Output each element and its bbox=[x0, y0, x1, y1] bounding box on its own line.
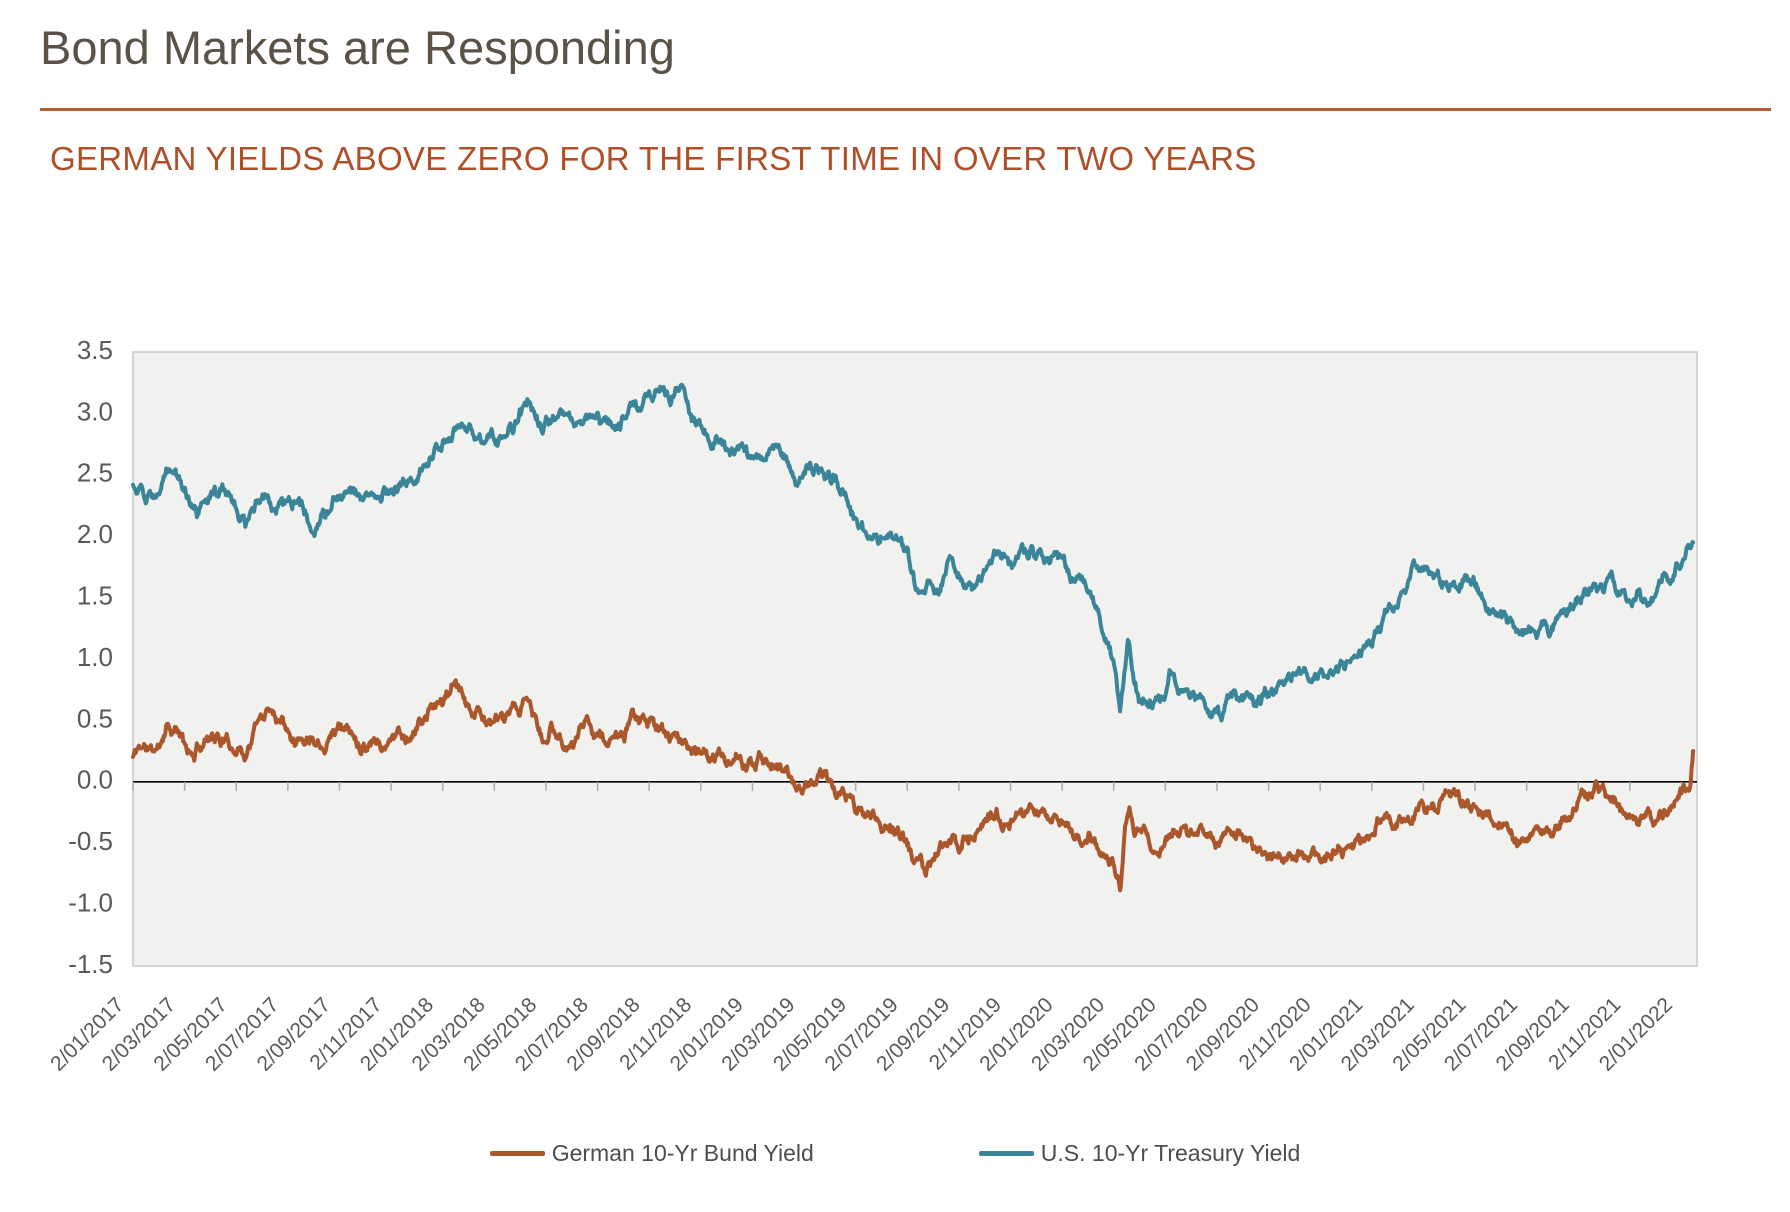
plot-area bbox=[132, 351, 1698, 967]
legend-swatch-us-line bbox=[978, 1151, 1034, 1156]
page-title: Bond Markets are Responding bbox=[40, 21, 675, 74]
y-axis-label: -0.5 bbox=[68, 826, 113, 856]
legend-label-us: U.S. 10-Yr Treasury Yield bbox=[1040, 1140, 1301, 1166]
y-axis-label: 1.5 bbox=[77, 580, 113, 610]
title-divider bbox=[40, 108, 1771, 111]
y-axis-label: 3.5 bbox=[77, 335, 113, 365]
y-axis-label: 0.0 bbox=[77, 765, 113, 795]
y-axis-label: 2.0 bbox=[77, 519, 113, 549]
y-axis-label: 3.0 bbox=[77, 396, 113, 426]
y-axis-label: 2.5 bbox=[77, 458, 113, 488]
y-axis-label: 0.5 bbox=[77, 703, 113, 733]
legend-item-us: U.S. 10-Yr Treasury Yield bbox=[978, 1140, 1301, 1167]
y-axis-label: -1.0 bbox=[68, 887, 113, 917]
series-line-german bbox=[131, 678, 1696, 893]
legend-swatch-german-line bbox=[489, 1151, 545, 1156]
y-axis-label: 1.0 bbox=[77, 642, 113, 672]
legend-label-german: German 10-Yr Bund Yield bbox=[551, 1140, 814, 1166]
y-axis-label: -1.5 bbox=[68, 949, 113, 979]
legend-item-german: German 10-Yr Bund Yield bbox=[489, 1140, 814, 1167]
series-line-us bbox=[131, 382, 1696, 723]
chart-headline: GERMAN YIELDS ABOVE ZERO FOR THE FIRST T… bbox=[50, 140, 1257, 177]
chart-legend: German 10-Yr Bund Yield U.S. 10-Yr Treas… bbox=[0, 1140, 1790, 1167]
